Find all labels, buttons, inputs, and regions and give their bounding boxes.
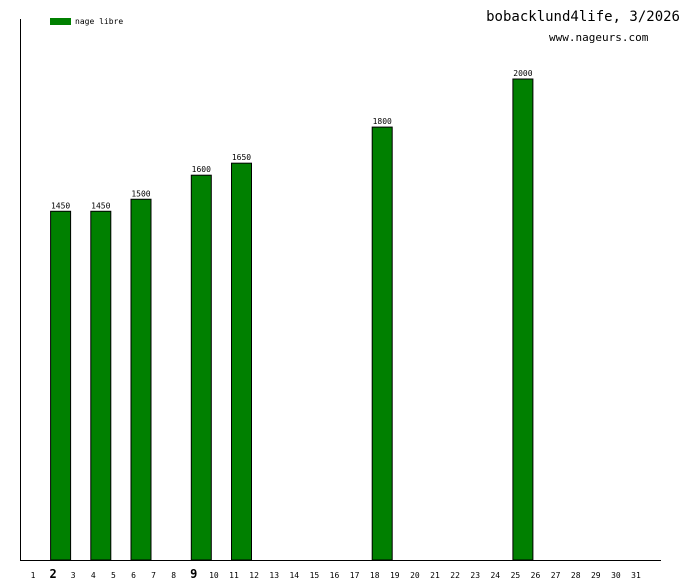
x-tick-label: 4 <box>91 571 96 580</box>
data-label: 1500 <box>131 189 150 198</box>
x-tick-label: 11 <box>229 571 239 580</box>
bar <box>130 198 152 561</box>
data-label: 1450 <box>91 201 110 210</box>
bar <box>90 210 112 561</box>
x-tick-label: 2 <box>49 567 56 580</box>
bar <box>190 174 212 561</box>
x-tick-label: 17 <box>350 571 360 580</box>
x-tick-label: 9 <box>190 567 197 580</box>
x-tick-label: 28 <box>571 571 581 580</box>
x-tick-label: 25 <box>511 571 521 580</box>
x-tick-label: 23 <box>470 571 480 580</box>
x-tick-label: 12 <box>249 571 259 580</box>
x-tick-label: 10 <box>209 571 219 580</box>
x-tick-label: 3 <box>71 571 76 580</box>
x-tick-label: 26 <box>531 571 541 580</box>
bar <box>371 126 393 561</box>
data-label: 1600 <box>192 165 211 174</box>
legend-swatch <box>50 18 71 25</box>
x-tick-label: 13 <box>269 571 279 580</box>
data-label: 1450 <box>51 201 70 210</box>
x-tick-label: 15 <box>310 571 320 580</box>
x-tick-label: 29 <box>591 571 601 580</box>
x-tick-label: 19 <box>390 571 400 580</box>
data-label: 2000 <box>513 69 532 78</box>
x-tick-label: 1 <box>31 571 36 580</box>
x-tick-label: 21 <box>430 571 440 580</box>
x-tick-label: 31 <box>631 571 641 580</box>
x-tick-label: 22 <box>450 571 460 580</box>
bar <box>231 162 252 561</box>
x-tick-label: 7 <box>151 571 156 580</box>
x-tick-label: 30 <box>611 571 621 580</box>
legend: nage libre <box>50 17 123 26</box>
x-tick-label: 6 <box>131 571 136 580</box>
bar <box>512 78 534 561</box>
x-tick-label: 8 <box>171 571 176 580</box>
x-tick-label: 27 <box>551 571 561 580</box>
site-url: www.nageurs.com <box>549 31 649 44</box>
chart-title: bobacklund4life, 3/2026 <box>486 9 680 25</box>
x-tick-label: 20 <box>410 571 420 580</box>
x-tick-label: 16 <box>330 571 340 580</box>
data-label: 1650 <box>232 153 251 162</box>
x-tick-label: 5 <box>111 571 116 580</box>
x-tick-label: 18 <box>370 571 380 580</box>
legend-label: nage libre <box>75 17 124 26</box>
x-tick-label: 14 <box>289 571 299 580</box>
bar <box>50 210 72 561</box>
data-label: 1800 <box>373 117 392 126</box>
x-tick-label: 24 <box>490 571 500 580</box>
